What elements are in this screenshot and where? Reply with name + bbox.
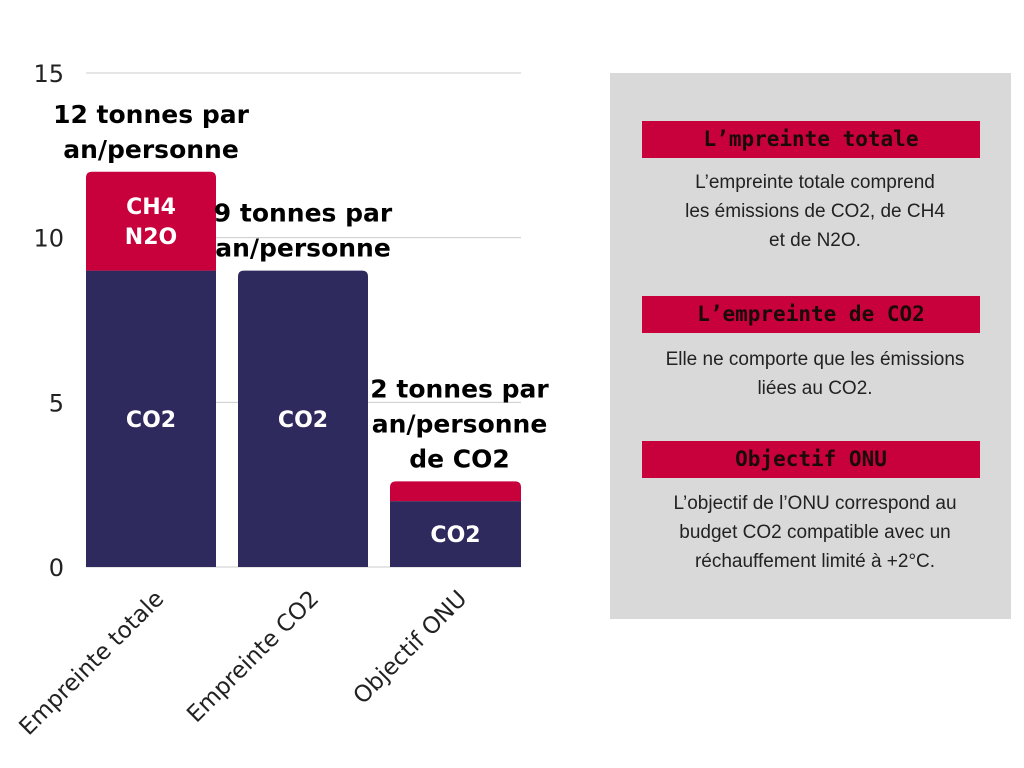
panel-text-total: L’empreinte totale comprend les émission…: [630, 168, 1000, 255]
panel-text-line: L’objectif de l’ONU correspond au: [673, 493, 957, 514]
bar-segment: [238, 270, 368, 567]
x-category-label: Empreinte totale: [15, 586, 170, 741]
bar-segment: [390, 481, 521, 502]
panel-header-co2: L’empreinte de CO2: [642, 296, 980, 333]
panel-text-line: liées au CO2.: [757, 378, 873, 399]
panel-text-line: budget CO2 compatible avec un: [679, 522, 951, 543]
x-category-label: Objectif ONU: [349, 586, 473, 710]
y-tick-label: 10: [33, 225, 64, 253]
bar-annotation: 2 tonnes par: [370, 374, 549, 403]
bar-annotation: de CO2: [409, 444, 510, 473]
bar-annotation: an/personne: [215, 234, 391, 263]
panel-text-line: Elle ne comporte que les émissions: [665, 349, 965, 370]
y-tick-label: 5: [49, 389, 64, 417]
bar-segment: [86, 270, 216, 567]
y-tick-label: 15: [33, 60, 64, 88]
bar-annotation: 12 tonnes par: [53, 100, 250, 129]
segment-label: N2O: [125, 225, 177, 250]
panel-header-total: L’mpreinte totale: [642, 121, 980, 158]
segment-label: CH4: [126, 195, 176, 220]
panel-header-onu: Objectif ONU: [642, 441, 980, 478]
bar-segment: [390, 501, 521, 567]
stacked-bar-chart: 0 5 10 15 CO2 CH4 N2O CO2 CO2 12 tonnes par an/per…: [15, 60, 550, 741]
bar-annotation: an/personne: [63, 135, 239, 164]
panel-text-line: et de N2O.: [769, 230, 861, 251]
segment-label: CO2: [278, 408, 328, 433]
panel-text-onu: L’objectif de l’ONU correspond au budget…: [630, 489, 1000, 576]
panel-text-line: les émissions de CO2, de CH4: [685, 201, 945, 222]
panel-text-line: réchauffement limité à +2°C.: [694, 551, 936, 572]
y-tick-label: 0: [49, 554, 64, 582]
bar-annotation: 9 tonnes par: [214, 199, 393, 228]
x-category-label: Empreinte CO2: [182, 586, 324, 728]
segment-label: CO2: [126, 408, 176, 433]
bar-annotation: an/personne: [372, 409, 548, 438]
segment-label: CO2: [430, 523, 480, 548]
legend-panel: L’mpreinte totale L’empreinte totale com…: [610, 73, 1011, 619]
panel-text-line: L’empreinte totale comprend: [695, 172, 935, 193]
panel-text-co2: Elle ne comporte que les émissions liées…: [630, 345, 1000, 403]
bar-segment: [86, 171, 216, 271]
